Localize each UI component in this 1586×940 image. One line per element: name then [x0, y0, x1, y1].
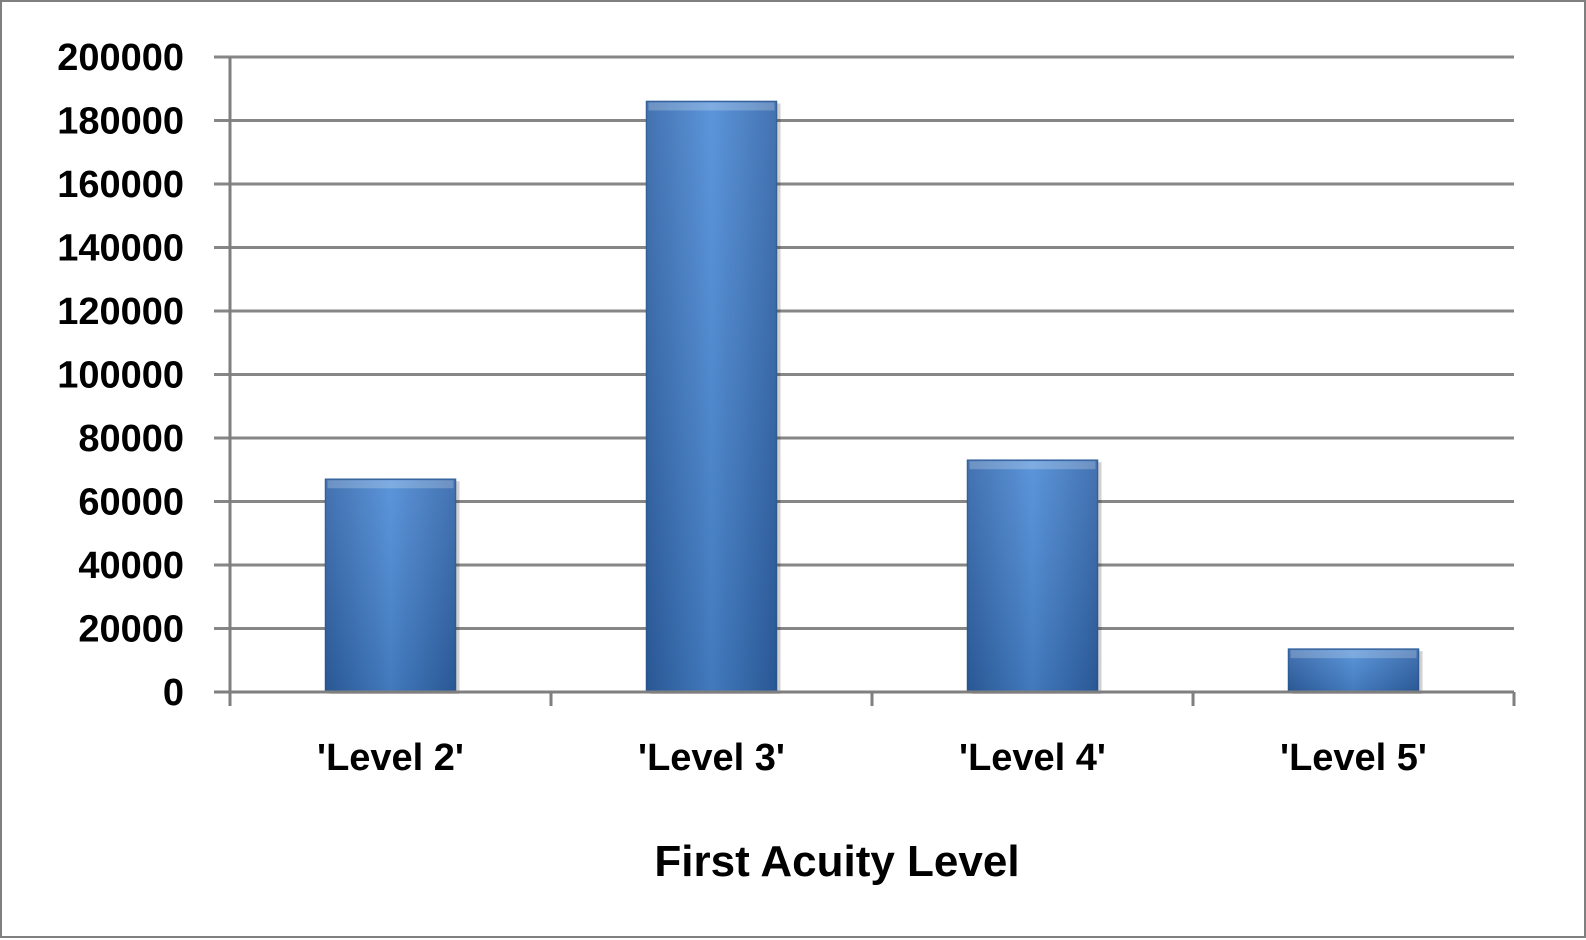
y-tick-label: 160000 — [57, 164, 184, 206]
y-tick-label: 20000 — [78, 609, 184, 651]
y-tick-label: 200000 — [57, 37, 184, 79]
bars — [324, 100, 1423, 694]
x-tick-label: 'Level 3' — [638, 737, 785, 779]
y-tick-label: 0 — [163, 672, 184, 714]
y-tick-label: 180000 — [57, 101, 184, 143]
y-tick-label: 100000 — [57, 355, 184, 397]
y-tick-label: 140000 — [57, 228, 184, 270]
bar-bevel — [648, 102, 775, 111]
y-tick-label: 60000 — [78, 482, 184, 524]
y-tick-label: 40000 — [78, 545, 184, 587]
bar-shading — [967, 460, 1098, 692]
bar-bevel — [969, 461, 1096, 470]
bar-bevel — [1290, 650, 1417, 659]
bar-bevel — [327, 480, 454, 489]
x-tick-label: 'Level 5' — [1280, 737, 1427, 779]
tick-labels: 0 20000 40000 60000 80000 100000 120000 140000 1… — [57, 37, 1427, 779]
bar-shading — [325, 479, 456, 692]
x-tick-label: 'Level 2' — [317, 737, 464, 779]
bar-shading — [646, 101, 777, 692]
x-axis-title: First Acuity Level — [654, 837, 1019, 886]
bar-shading — [1288, 649, 1419, 692]
axes — [214, 57, 1516, 706]
x-tick-label: 'Level 4' — [959, 737, 1106, 779]
y-tick-label: 120000 — [57, 291, 184, 333]
y-tick-label: 80000 — [78, 418, 184, 460]
